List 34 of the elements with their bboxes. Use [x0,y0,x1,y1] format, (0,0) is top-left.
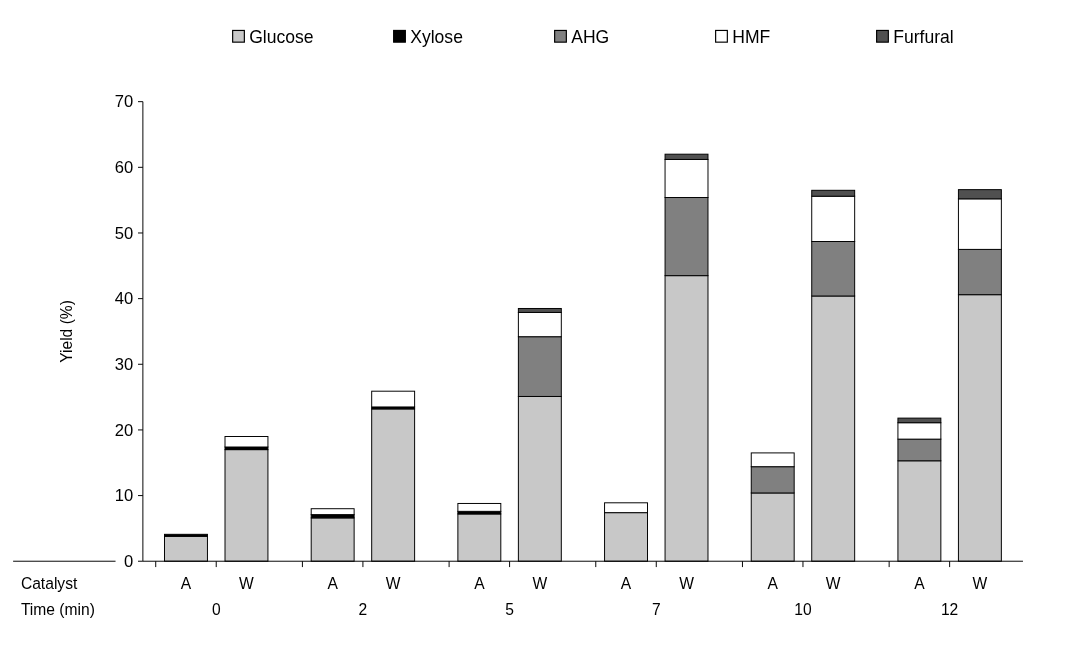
text: 2 [358,600,368,618]
y-tick-label: 10 [114,486,134,506]
text: 12 [940,600,959,618]
y-tick-label: 30 [114,355,134,375]
legend-label: AHG [571,27,610,48]
legend-label: Xylose [410,27,463,48]
text: 0 [211,600,221,618]
x-tick-label: W [385,574,401,592]
text: Time (min) [20,600,95,618]
text: 7 [651,600,661,618]
x-tick-label: A [327,574,339,592]
x-tick-label: W [532,574,548,592]
x-tick-label: A [474,574,486,592]
text: 10 [794,600,812,618]
x-tick-label: W [825,574,841,592]
x-tick-label: W [239,574,255,592]
x-tick-label: W [972,574,988,592]
legend-label: Glucose [249,27,314,48]
y-axis-title: Yield (%) [57,300,75,363]
x-tick-label: A [914,574,926,592]
y-tick-label: 60 [114,158,134,178]
text: Catalyst [20,574,78,592]
x-tick-label: A [620,574,632,592]
y-tick-label: 40 [114,289,134,309]
y-tick-label: 50 [114,223,134,243]
y-tick-label: 70 [114,92,134,112]
x-tick-label: A [180,574,192,592]
x-tick-label: W [679,574,695,592]
legend-label: Furfural [893,27,954,48]
text: 5 [505,600,515,618]
y-tick-label: 20 [114,420,134,440]
x-tick-label: A [767,574,779,592]
y-tick-label: 0 [123,552,134,572]
legend-label: HMF [732,27,771,48]
